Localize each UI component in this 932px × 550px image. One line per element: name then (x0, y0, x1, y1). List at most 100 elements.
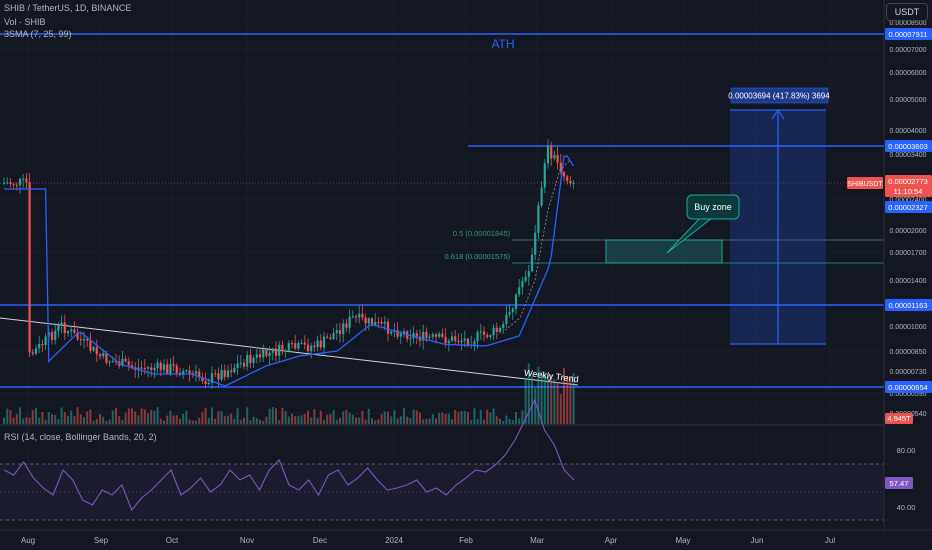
candle-body (428, 336, 431, 338)
candle-body (546, 145, 550, 164)
volume-bar (150, 410, 153, 424)
moving-average-line[interactable] (4, 155, 575, 387)
price-axis[interactable] (884, 0, 932, 530)
volume-bar (495, 416, 498, 424)
candle-body (281, 344, 284, 352)
volume-bar (380, 414, 383, 424)
volume-legend[interactable]: Vol · SHIB (4, 17, 46, 27)
price-tick-label: 0.00001400 (890, 278, 927, 285)
buy-zone-box[interactable] (605, 239, 723, 264)
rsi-line[interactable] (3, 398, 575, 512)
volume-bar (201, 412, 204, 424)
candle-body (556, 155, 559, 163)
candle-body (95, 347, 98, 355)
candle-body (383, 321, 386, 324)
candle-body (303, 342, 306, 345)
time-axis-ticks[interactable]: Aug Sep Oct Nov Dec 2024 Feb Mar Apr May Jun Jul (21, 536, 835, 545)
volume-bar (486, 409, 489, 424)
candle-body (191, 373, 194, 375)
volume-bar (67, 415, 69, 424)
volume-bar (361, 410, 364, 424)
volume-bar (508, 418, 511, 424)
candle-body (258, 354, 262, 358)
fib-05-label: 0.5 (0.00001845) (453, 229, 511, 238)
volume-bar (313, 408, 316, 424)
volume-bar (460, 410, 463, 424)
symbol-legend[interactable]: SHIB / TetherUS, 1D, BINANCE (4, 3, 132, 13)
candle-body (569, 181, 572, 184)
price-tick-label: 0.00005000 (890, 97, 927, 104)
price-tick-label: 0.00000590 (890, 391, 927, 398)
candle-body (505, 314, 508, 325)
volume-bar (204, 407, 207, 424)
volume-bar (374, 420, 377, 424)
volume-bar (518, 418, 521, 424)
candle-body (495, 327, 498, 332)
candle-body (15, 184, 18, 186)
candle-body (473, 341, 476, 345)
ath-label: ATH (491, 37, 514, 51)
buy-zone-callout[interactable] (686, 194, 740, 220)
volume-bar (447, 413, 450, 424)
time-tick-label: Sep (94, 536, 109, 545)
sma-legend[interactable]: 3SMA (7, 25, 99) (4, 29, 72, 39)
volume-bar (345, 409, 348, 424)
candle-body (386, 321, 390, 334)
volume-bar (559, 393, 562, 424)
volume-bar (38, 417, 41, 424)
volume-bar (310, 417, 313, 424)
volume-bar (431, 414, 434, 424)
volume-bar (134, 411, 137, 424)
volume-bar (572, 372, 575, 424)
volume-bar (499, 418, 501, 424)
volume-bar (211, 407, 213, 424)
candle-body (73, 329, 76, 333)
candle-body (22, 178, 25, 180)
candle-body (41, 343, 44, 346)
candle-body (348, 316, 351, 328)
volume-bar (476, 419, 479, 424)
candle-body (137, 367, 140, 370)
currency-button[interactable]: USDT (886, 3, 928, 21)
candle-body (111, 360, 114, 362)
candle-body (102, 353, 105, 357)
volume-bar (259, 419, 261, 424)
svg-text:SHIBUSDT: SHIBUSDT (847, 181, 883, 188)
candle-body (566, 176, 569, 182)
candle-body (540, 187, 543, 206)
candlestick-series[interactable] (2, 139, 575, 389)
volume-bar (127, 408, 130, 424)
candle-body (201, 377, 204, 382)
volume-bar (47, 411, 50, 424)
svg-text:57.47: 57.47 (890, 479, 909, 488)
price-tag-ma: 0.00002327 (885, 201, 932, 213)
volume-bar (563, 368, 565, 424)
volume-bar (406, 416, 409, 424)
volume-bar (115, 407, 117, 424)
rsi-legend[interactable]: RSI (14, close, Bollinger Bands, 20, 2) (4, 432, 157, 442)
candle-body (559, 162, 562, 173)
candle-body (335, 330, 338, 333)
volume-bar (566, 376, 569, 424)
candle-body (188, 370, 191, 374)
volume-bar (105, 420, 108, 424)
grid-lines (0, 0, 884, 530)
volume-bar (287, 416, 290, 424)
candle-body (342, 323, 345, 335)
volume-bar (89, 409, 92, 424)
volume-bar (467, 412, 469, 424)
volume-bar (300, 415, 303, 424)
candle-body (236, 363, 239, 368)
candle-body (415, 333, 418, 337)
candle-body (44, 336, 47, 346)
volume-bar (435, 418, 437, 424)
candle-body (220, 370, 223, 380)
volume-bar (550, 374, 553, 424)
candle-body (380, 322, 383, 324)
volume-bar (19, 407, 21, 424)
candle-body (156, 362, 159, 369)
volume-bar (185, 410, 188, 424)
candle-body (306, 344, 310, 352)
volume-bar (172, 415, 175, 424)
